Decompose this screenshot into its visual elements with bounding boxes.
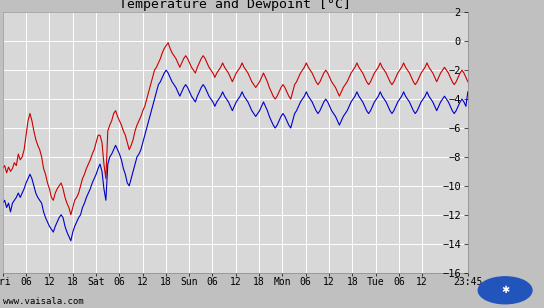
Title: Temperature and Dewpoint [°C]: Temperature and Dewpoint [°C] xyxy=(119,0,351,11)
Text: www.vaisala.com: www.vaisala.com xyxy=(3,298,83,306)
Text: ✱: ✱ xyxy=(501,285,509,295)
Circle shape xyxy=(478,277,532,304)
